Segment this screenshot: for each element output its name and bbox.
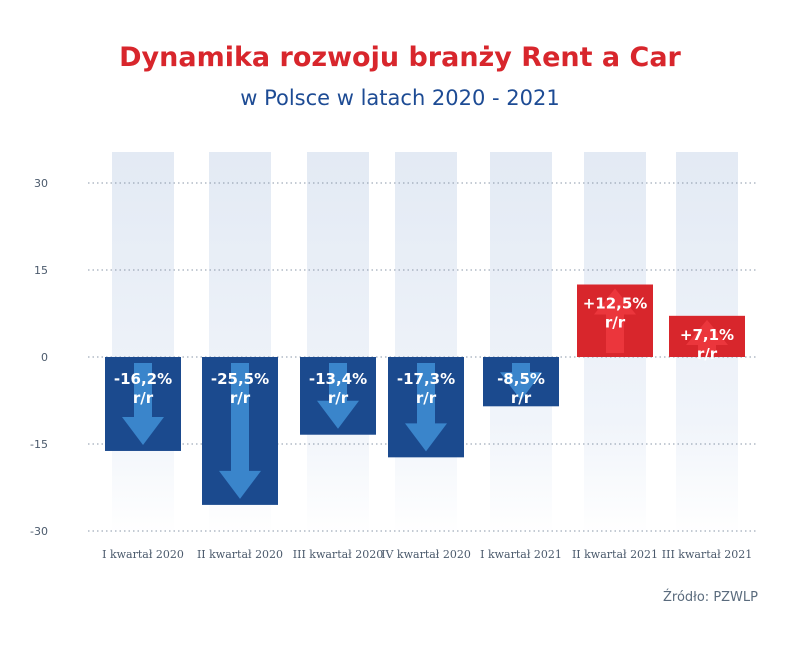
bar-group-7: +7,1%r/r	[669, 315, 745, 363]
arrow-up-icon	[686, 319, 728, 353]
x-axis-ticks: I kwartał 2020 II kwartał 2020 III kwartał…	[102, 548, 752, 561]
chart-subtitle: w Polsce w latach 2020 - 2021	[240, 86, 560, 110]
x-tick-label: III kwartał 2021	[662, 548, 752, 561]
bar-group-2: -25,5%r/r	[202, 357, 278, 505]
x-tick-label: II kwartał 2020	[197, 548, 283, 561]
bar-group-6: +12,5%r/r	[577, 284, 653, 357]
data-label: -17,3%	[397, 370, 455, 388]
data-label-suffix: r/r	[511, 389, 532, 407]
data-label: +7,1%	[680, 326, 734, 344]
x-tick-label: I kwartał 2021	[480, 548, 562, 561]
column-background-1	[112, 152, 174, 535]
y-tick-label: -30	[30, 525, 48, 538]
arrow-down-icon	[122, 363, 164, 445]
data-label-suffix: r/r	[230, 389, 251, 407]
column-background-5	[490, 152, 552, 535]
source-note: Źródło: PZWLP	[662, 590, 758, 605]
data-label-suffix: r/r	[605, 314, 626, 332]
x-tick-label: I kwartał 2020	[102, 548, 184, 561]
bars: -16,2%r/r-25,5%r/r-13,4%r/r-17,3%r/r-8,5…	[105, 284, 745, 505]
arrow-down-icon	[405, 363, 447, 452]
bar-group-5: -8,5%r/r	[483, 357, 559, 407]
arrow-down-icon	[317, 363, 359, 429]
y-tick-label: -15	[30, 438, 48, 451]
data-label: -25,5%	[211, 370, 269, 388]
y-tick-label: 0	[41, 351, 48, 364]
arrow-down-icon	[500, 363, 542, 401]
column-background-4	[395, 152, 457, 535]
arrow-down-icon	[219, 363, 261, 499]
bar-group-1: -16,2%r/r	[105, 357, 181, 451]
data-label-suffix: r/r	[416, 389, 437, 407]
data-label: -16,2%	[114, 370, 172, 388]
y-tick-label: 15	[34, 264, 48, 277]
chart-title: Dynamika rozwoju branży Rent a Car	[119, 42, 681, 73]
data-label-suffix: r/r	[133, 389, 154, 407]
data-label: +12,5%	[583, 295, 648, 313]
arrow-up-icon	[594, 288, 636, 353]
y-axis-ticks: 30 15 0 -15 -30	[30, 177, 48, 538]
data-label-suffix: r/r	[328, 389, 349, 407]
data-label: -8,5%	[497, 370, 545, 388]
data-label: -13,4%	[309, 370, 367, 388]
bar-group-4: -17,3%r/r	[388, 357, 464, 458]
y-tick-label: 30	[34, 177, 48, 190]
column-background-3	[307, 152, 369, 535]
data-label-suffix: r/r	[697, 345, 718, 363]
bar-group-3: -13,4%r/r	[300, 357, 376, 435]
x-tick-label: II kwartał 2021	[572, 548, 658, 561]
x-tick-label: IV kwartał 2020	[381, 548, 471, 561]
x-tick-label: III kwartał 2020	[293, 548, 383, 561]
